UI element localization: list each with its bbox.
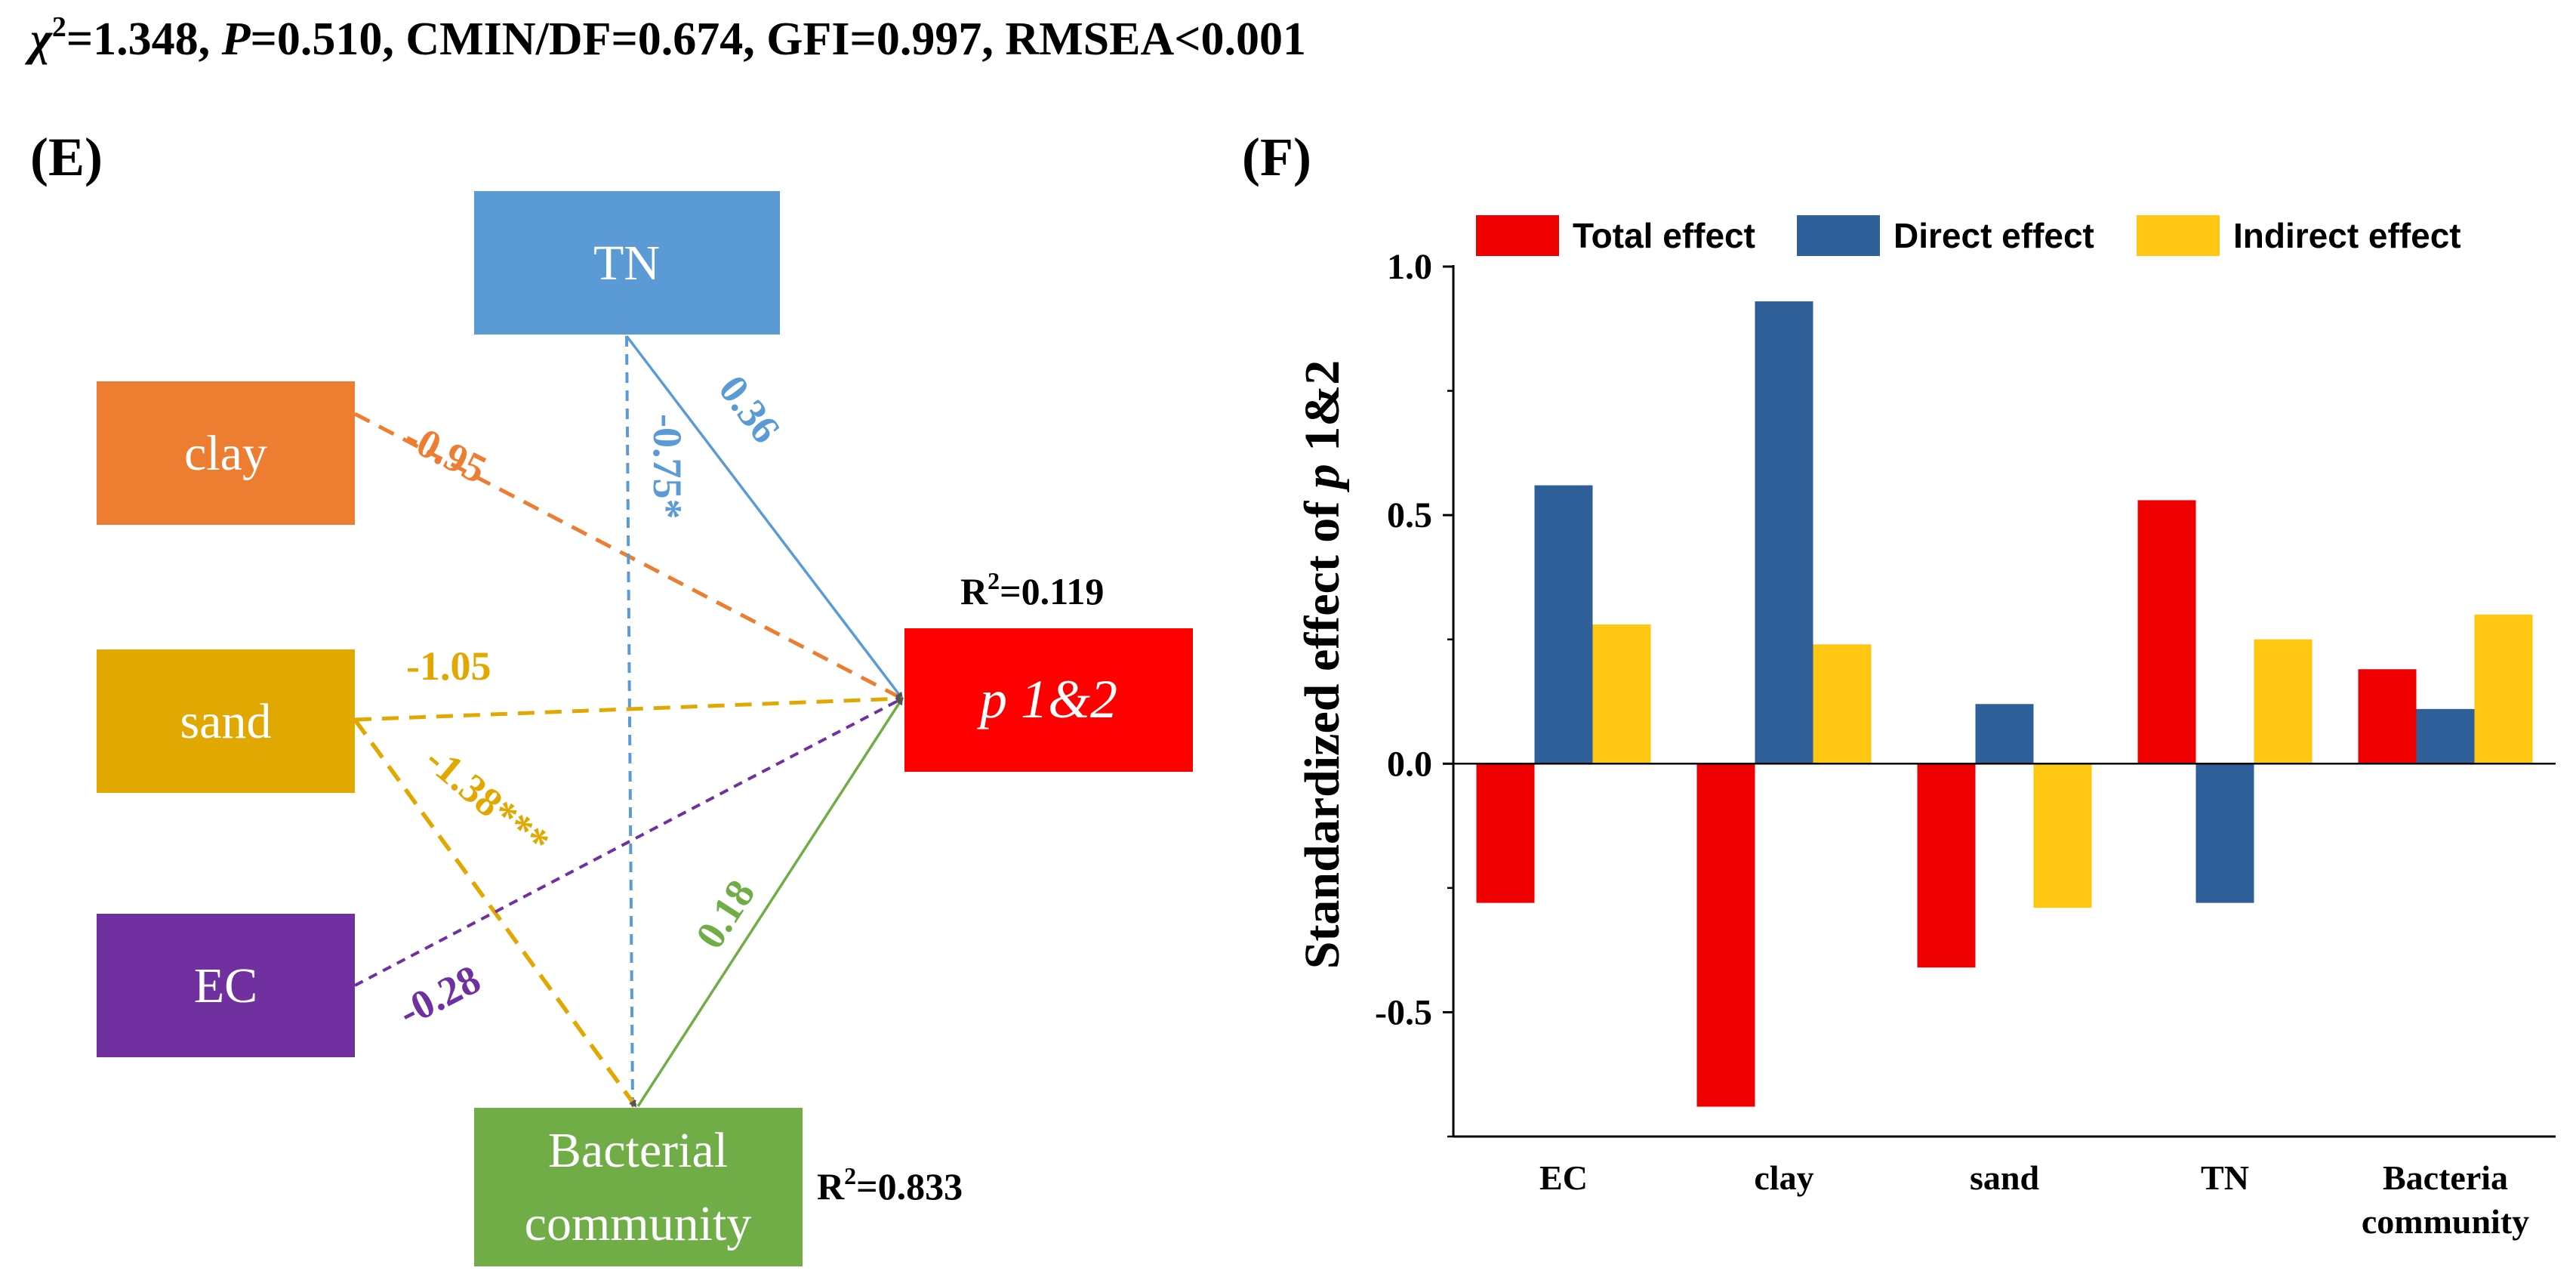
bars	[1476, 301, 2533, 1107]
chi-superscript: 2	[52, 11, 66, 43]
x-tick-label: clay	[1754, 1158, 1813, 1197]
node-tn-box	[474, 191, 780, 335]
legend-swatch	[1797, 215, 1880, 256]
r2-p12-value: =0.119	[1000, 570, 1104, 612]
y-tick-label: 0.0	[1387, 744, 1432, 784]
y-tick-label: 1.0	[1387, 247, 1432, 287]
y-tick-label: -0.5	[1375, 992, 1432, 1032]
bar-indirect-effect-clay	[1813, 644, 1872, 764]
node-bacterial-community: Bacterial community	[474, 1108, 803, 1266]
y-axis-label-italic: p	[1295, 464, 1350, 492]
bar-total-effect-bacteria-community	[2358, 669, 2417, 764]
bar-direct-effect-sand	[1975, 704, 2034, 764]
path-sand-bacteria	[353, 718, 638, 1108]
x-tick-labels: EC clay sand TN Bacteria community	[1539, 1158, 2529, 1241]
panel-label-e: (E)	[30, 127, 103, 187]
y-axis-label: Standardized effect of p 1&2	[1295, 360, 1350, 970]
node-clay: clay	[97, 381, 355, 525]
node-sand-label: sand	[180, 694, 272, 749]
bar-total-effect-sand	[1917, 763, 1976, 968]
p-label: P	[221, 14, 251, 65]
node-ec-label: EC	[194, 958, 257, 1013]
panel-label-f: (F)	[1242, 127, 1311, 187]
chart-legend: Total effect Direct effect Indirect effect	[1476, 215, 2461, 256]
bar-direct-effect-bacteria-community	[2416, 708, 2475, 764]
r2-bacteria: R2=0.833	[817, 1162, 963, 1208]
y-ticks: -0.5 0.0 0.5 1.0	[1375, 247, 1453, 1138]
model-fit-stats: χ2=1.348, P=0.510, CMIN/DF=0.674, GFI=0.…	[24, 11, 1306, 65]
legend-label: Indirect effect	[2233, 216, 2461, 255]
legend-swatch	[2137, 215, 2220, 256]
node-tn-label: TN	[593, 236, 660, 291]
node-sand: sand	[97, 649, 355, 793]
bar-indirect-effect-ec	[1592, 624, 1651, 764]
node-clay-box	[97, 381, 355, 525]
x-tick-label: community	[2362, 1202, 2529, 1241]
coef-ec-p12: -0.28	[391, 956, 487, 1035]
node-p12: p 1&2	[904, 628, 1193, 772]
path-ec-p12	[354, 697, 904, 987]
legend-swatch	[1476, 215, 1559, 256]
node-bacteria-line1: Bacterial	[548, 1123, 728, 1178]
node-clay-label: clay	[184, 426, 267, 481]
sem-diagram: (E) -0.95 0.36 -0.75* -1.05 -1.38*** -0.…	[30, 127, 1193, 1266]
axes	[1452, 265, 2556, 1138]
node-p12-box	[904, 628, 1193, 772]
legend-label: Direct effect	[1893, 216, 2094, 255]
r2-bact-prefix: R	[817, 1165, 845, 1208]
x-tick-label: EC	[1539, 1158, 1588, 1197]
node-ec-box	[97, 914, 355, 1057]
node-tn: TN	[474, 191, 780, 335]
legend-label: Total effect	[1573, 216, 1755, 255]
fit-rest: =0.510, CMIN/DF=0.674, GFI=0.997, RMSEA<…	[251, 14, 1307, 65]
bar-direct-effect-ec	[1534, 485, 1593, 764]
bar-indirect-effect-tn	[2254, 639, 2313, 764]
y-tick-label: 0.5	[1387, 495, 1432, 535]
node-ec: EC	[97, 914, 355, 1057]
effects-chart: (F) Standardized effect of p 1&2 Total e…	[1242, 127, 2556, 1241]
bar-direct-effect-clay	[1755, 301, 1813, 764]
r2-p12-prefix: R	[960, 570, 988, 612]
bar-total-effect-ec	[1476, 763, 1535, 903]
y-axis-label-prefix: Standardized effect of	[1295, 489, 1350, 969]
coef-tn-bacteria: -0.75*	[645, 414, 690, 519]
bar-direct-effect-tn	[2195, 763, 2254, 903]
r2-bact-value: =0.833	[856, 1165, 963, 1208]
x-tick-label: sand	[1970, 1158, 2039, 1197]
bar-indirect-effect-bacteria-community	[2474, 614, 2533, 764]
bar-total-effect-tn	[2137, 500, 2196, 764]
x-tick-label: TN	[2201, 1158, 2249, 1197]
node-p12-label: p 1&2	[976, 669, 1117, 729]
chi-label: χ	[24, 14, 53, 65]
path-tn-bacteria	[625, 335, 636, 1108]
coef-bacteria-p12: 0.18	[687, 872, 764, 957]
y-axis-label-suffix: 1&2	[1295, 360, 1350, 464]
path-bacteria-p12	[636, 697, 904, 1107]
bar-indirect-effect-sand	[2033, 763, 2092, 908]
r2-p12-sup: 2	[988, 567, 1000, 594]
path-tn-p12	[625, 335, 904, 700]
node-bacteria-line2: community	[525, 1196, 752, 1251]
r2-bact-sup: 2	[844, 1162, 856, 1189]
x-tick-label: Bacteria	[2383, 1158, 2508, 1197]
coef-sand-bacteria: -1.38***	[417, 736, 558, 865]
bar-total-effect-clay	[1696, 763, 1755, 1107]
r2-p12: R2=0.119	[960, 567, 1104, 612]
node-sand-box	[97, 649, 355, 793]
coef-tn-p12: 0.36	[710, 367, 789, 452]
chi-value: =1.348,	[66, 14, 222, 65]
node-bacteria-box	[474, 1108, 803, 1266]
path-sand-p12	[354, 695, 904, 722]
coef-sand-p12: -1.05	[406, 643, 491, 689]
